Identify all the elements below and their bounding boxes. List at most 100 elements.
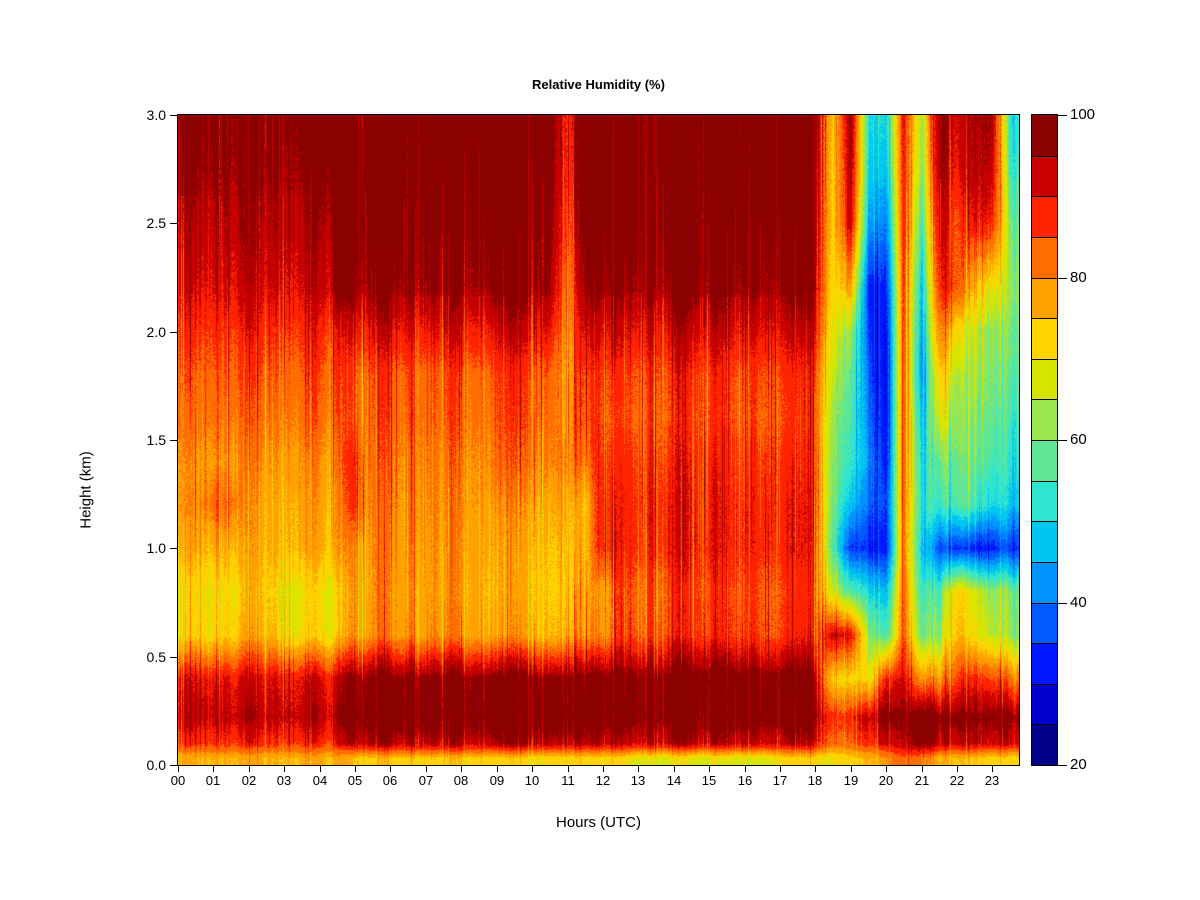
x-axis-tick-label: 15 (701, 773, 717, 788)
colorbar-segment (1032, 603, 1057, 643)
x-axis-tick (886, 766, 887, 772)
x-axis-tick (355, 766, 356, 772)
y-axis-tick-label: 0.5 (146, 649, 166, 665)
x-axis-tick-label: 11 (561, 773, 575, 788)
colorbar-segment (1032, 440, 1057, 481)
colorbar-tick (1058, 765, 1067, 766)
x-axis-tick-label: 04 (312, 773, 328, 788)
colorbar-segment (1032, 156, 1057, 196)
y-axis-tick (170, 440, 177, 441)
x-axis-tick-label: 01 (205, 773, 221, 788)
y-axis-tick-label: 2.5 (146, 215, 166, 231)
colorbar-separator (1032, 359, 1057, 360)
colorbar-separator (1032, 196, 1057, 197)
x-axis-tick (780, 766, 781, 772)
x-axis-tick (532, 766, 533, 772)
x-axis-tick-label: 06 (382, 773, 398, 788)
colorbar-segment (1032, 724, 1057, 765)
colorbar (1031, 114, 1058, 766)
x-axis-tick-label: 12 (595, 773, 611, 788)
colorbar-segment (1032, 562, 1057, 603)
x-axis-tick-label: 03 (276, 773, 292, 788)
colorbar-separator (1032, 237, 1057, 238)
colorbar-separator (1032, 562, 1057, 563)
colorbar-tick-label: 20 (1070, 756, 1087, 773)
y-axis-tick (170, 657, 177, 658)
colorbar-segment (1032, 399, 1057, 440)
colorbar-separator (1032, 684, 1057, 685)
colorbar-separator (1032, 724, 1057, 725)
x-axis-tick (497, 766, 498, 772)
x-axis-tick (568, 766, 569, 772)
x-axis-tick (320, 766, 321, 772)
x-axis-tick (992, 766, 993, 772)
colorbar-separator (1032, 278, 1057, 279)
colorbar-tick-label: 60 (1070, 431, 1087, 448)
y-axis-tick (170, 223, 177, 224)
colorbar-separator (1032, 399, 1057, 400)
colorbar-tick-label: 80 (1070, 269, 1087, 286)
colorbar-segment (1032, 684, 1057, 724)
x-axis-tick (249, 766, 250, 772)
y-axis-tick (170, 548, 177, 549)
colorbar-segment (1032, 521, 1057, 562)
colorbar-separator (1032, 440, 1057, 441)
colorbar-separator (1032, 481, 1057, 482)
y-axis-tick (170, 115, 177, 116)
y-axis-tick-label: 3.0 (146, 107, 166, 123)
colorbar-tick-label: 40 (1070, 594, 1087, 611)
colorbar-separator (1032, 156, 1057, 157)
x-axis-tick (957, 766, 958, 772)
x-axis-tick-label: 00 (170, 773, 186, 788)
y-axis-tick (170, 332, 177, 333)
chart-title: Relative Humidity (%) (532, 77, 665, 92)
x-axis-tick-label: 05 (347, 773, 363, 788)
x-axis-title: Hours (UTC) (556, 814, 641, 831)
y-axis-tick-label: 1.0 (146, 540, 166, 556)
colorbar-segment (1032, 359, 1057, 399)
y-axis-tick-label: 2.0 (146, 324, 166, 340)
colorbar-tick (1058, 440, 1067, 441)
y-axis-title: Height (km) (77, 451, 95, 529)
heatmap-canvas (178, 115, 1019, 765)
x-axis-tick-label: 09 (489, 773, 505, 788)
x-axis-tick-label: 23 (984, 773, 1000, 788)
colorbar-separator (1032, 521, 1057, 522)
x-axis-tick (709, 766, 710, 772)
colorbar-tick (1058, 278, 1067, 279)
x-axis-tick (284, 766, 285, 772)
x-axis-tick (815, 766, 816, 772)
colorbar-segment (1032, 237, 1057, 278)
x-axis-tick (603, 766, 604, 772)
x-axis-tick (178, 766, 179, 772)
colorbar-tick (1058, 603, 1067, 604)
colorbar-segment (1032, 196, 1057, 237)
colorbar-segment (1032, 318, 1057, 359)
y-axis-tick-label: 1.5 (146, 432, 166, 448)
x-axis-tick (745, 766, 746, 772)
colorbar-separator (1032, 318, 1057, 319)
x-axis-tick-label: 20 (878, 773, 894, 788)
colorbar-segment (1032, 115, 1057, 156)
x-axis-tick-label: 10 (524, 773, 540, 788)
x-axis-tick (213, 766, 214, 772)
colorbar-tick (1058, 115, 1067, 116)
x-axis-tick (851, 766, 852, 772)
colorbar-separator (1032, 603, 1057, 604)
x-axis-tick-label: 16 (737, 773, 753, 788)
x-axis-tick-label: 18 (807, 773, 823, 788)
x-axis-tick (461, 766, 462, 772)
x-axis-tick-label: 21 (914, 773, 930, 788)
x-axis-tick (922, 766, 923, 772)
colorbar-tick-label: 100 (1070, 106, 1096, 123)
x-axis-tick (674, 766, 675, 772)
x-axis-tick (390, 766, 391, 772)
y-axis-tick-label: 0.0 (146, 757, 166, 773)
x-axis-tick-label: 17 (772, 773, 788, 788)
colorbar-segment (1032, 481, 1057, 521)
x-axis-tick-label: 02 (241, 773, 257, 788)
colorbar-segment (1032, 278, 1057, 318)
colorbar-separator (1032, 643, 1057, 644)
colorbar-segment (1032, 643, 1057, 684)
